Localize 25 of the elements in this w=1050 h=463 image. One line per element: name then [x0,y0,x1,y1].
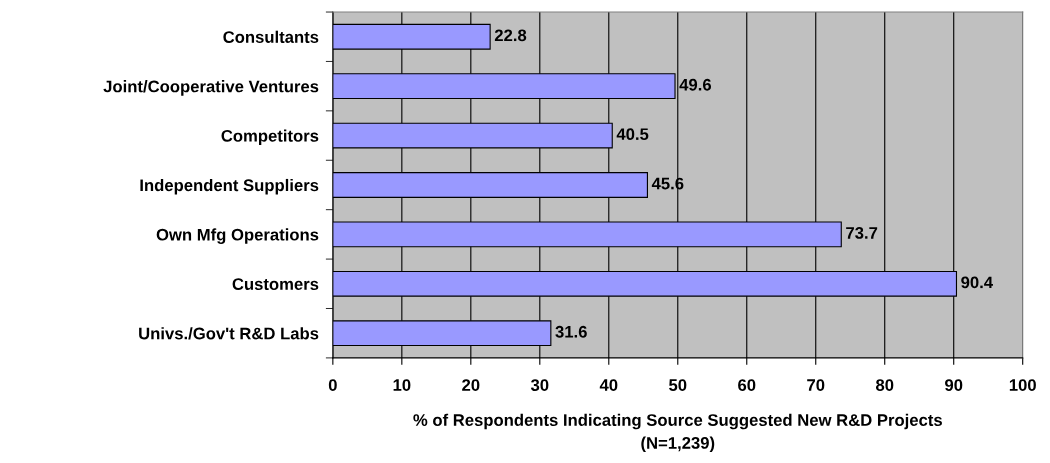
x-tick-label: 10 [393,379,411,391]
x-tick-label: 80 [875,379,894,391]
x-tick-label: 90 [945,379,963,391]
data-label: 40.5 [616,128,649,141]
x-tick-label: 70 [807,379,825,391]
x-tick-label: 50 [669,379,687,391]
y-tick-label: Independent Suppliers [140,178,319,195]
y-tick-label: Own Mfg Operations [156,228,319,244]
x-tick-label: 0 [328,379,337,391]
x-tick-label: 30 [530,379,549,391]
x-tick-label: 20 [462,379,480,391]
x-tick-label: 100 [1009,379,1036,391]
y-tick-label: Consultants [223,30,319,43]
y-tick-label: Customers [232,278,319,290]
x-tick-label: 60 [738,379,756,391]
data-label: 90.4 [961,276,993,289]
x-tick-label: 40 [599,379,618,391]
data-label: 22.8 [494,29,527,42]
y-tick-label: Joint/Cooperative Ventures [103,80,319,96]
data-label: 73.7 [846,227,878,239]
x-axis-title: % of Respondents Indicating Source Suggested New R&D Projects (N=1,239) [413,413,942,453]
y-tick-label: Competitors [221,129,319,146]
data-label: 31.6 [555,325,587,338]
data-label: 49.6 [679,78,712,91]
y-tick-label: Univs./Gov't R&D Labs [139,327,319,340]
